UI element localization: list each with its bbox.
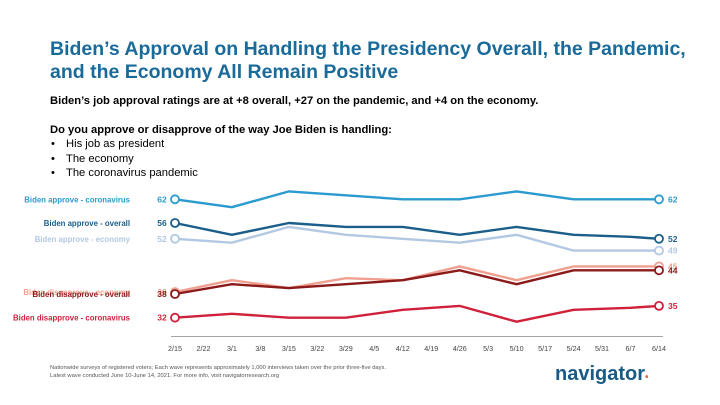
end-data-label: 49 [668, 246, 678, 256]
x-tick-label: 4/5 [369, 344, 379, 353]
start-data-label: 52 [157, 234, 167, 244]
start-data-label: 32 [157, 313, 167, 323]
series-line-biden-disapprove-coronavirus [173, 304, 661, 323]
x-tick-label: 5/10 [510, 344, 524, 353]
series-line-biden-approve-economy [173, 225, 661, 252]
start-data-label: 38 [157, 289, 167, 299]
x-tick-label: 5/3 [483, 344, 493, 353]
series-line-biden-disapprove-economy [173, 265, 661, 294]
x-tick-label: 6/14 [652, 344, 666, 353]
navigator-logo: navigator• [555, 363, 649, 386]
legend-label: Biden approve - coronavirus [24, 195, 130, 204]
x-tick-label: 3/29 [339, 344, 353, 353]
series-line-biden-disapprove-overall [173, 269, 661, 296]
bullet-item-economy: The economy [50, 152, 198, 167]
footnote-line-2: Latest wave conducted June 10-June 14, 2… [50, 372, 280, 379]
legend-label: Biden disapprove - coronavirus [13, 314, 131, 323]
series-end-marker [654, 300, 664, 311]
legend-label: Biden approve - overall [44, 219, 130, 228]
x-tick-label: 4/19 [424, 344, 438, 353]
series-end-marker [654, 194, 664, 205]
question-bullet-list: His job as president The economy The cor… [50, 137, 198, 181]
series-start-marker [170, 194, 180, 205]
x-tick-label: 2/15 [168, 344, 182, 353]
x-tick-label: 2/22 [196, 344, 210, 353]
x-tick-label: 5/24 [567, 344, 581, 353]
series-line-biden-approve-overall [173, 221, 661, 240]
legend-label: Biden approve - economy [35, 235, 131, 244]
series-line-biden-approve-coronavirus [173, 190, 661, 209]
survey-question: Do you approve or disapprove of the way … [50, 124, 392, 136]
logo-text: navigator [555, 363, 646, 385]
end-data-label: 62 [668, 194, 678, 204]
start-data-label: 56 [157, 218, 167, 228]
legend-label: Biden disapprove - economy [23, 288, 130, 297]
series-end-marker [654, 265, 664, 276]
x-tick-label: 6/7 [626, 344, 636, 353]
series-start-marker [170, 218, 180, 228]
x-tick-label: 3/22 [310, 344, 324, 353]
x-tick-label: 3/8 [255, 344, 265, 353]
x-tick-label: 4/26 [453, 344, 467, 353]
x-tick-label: 5/17 [538, 344, 552, 353]
x-tick-label: 3/15 [282, 344, 296, 353]
end-data-label: 45 [668, 261, 678, 271]
chart-title: Biden’s Approval on Handling the Preside… [50, 38, 686, 83]
end-data-label: 44 [668, 265, 678, 275]
series-start-marker [170, 312, 180, 323]
legend-label: Biden disapprove - overall [33, 290, 131, 299]
end-data-label: 52 [668, 234, 678, 244]
footnote: Nationwide surveys of registered voters;… [50, 365, 386, 380]
x-tick-label: 3/1 [227, 344, 237, 353]
start-data-label: 62 [157, 194, 167, 204]
logo-mark: • [645, 372, 649, 383]
series-start-marker [170, 289, 180, 299]
footnote-line-1: Nationwide surveys of registered voters;… [50, 365, 387, 371]
end-data-label: 35 [668, 301, 678, 311]
start-data-label: 39 [157, 287, 167, 297]
bullet-item-job: His job as president [50, 137, 198, 152]
series-end-marker [654, 233, 664, 244]
x-tick-label: 5/31 [595, 344, 609, 353]
x-tick-label: 4/12 [396, 344, 410, 353]
bullet-item-pandemic: The coronavirus pandemic [50, 166, 198, 181]
series-start-marker [170, 233, 180, 244]
series-end-marker [654, 245, 664, 256]
chart-subtitle: Biden’s job approval ratings are at +8 o… [50, 95, 539, 107]
